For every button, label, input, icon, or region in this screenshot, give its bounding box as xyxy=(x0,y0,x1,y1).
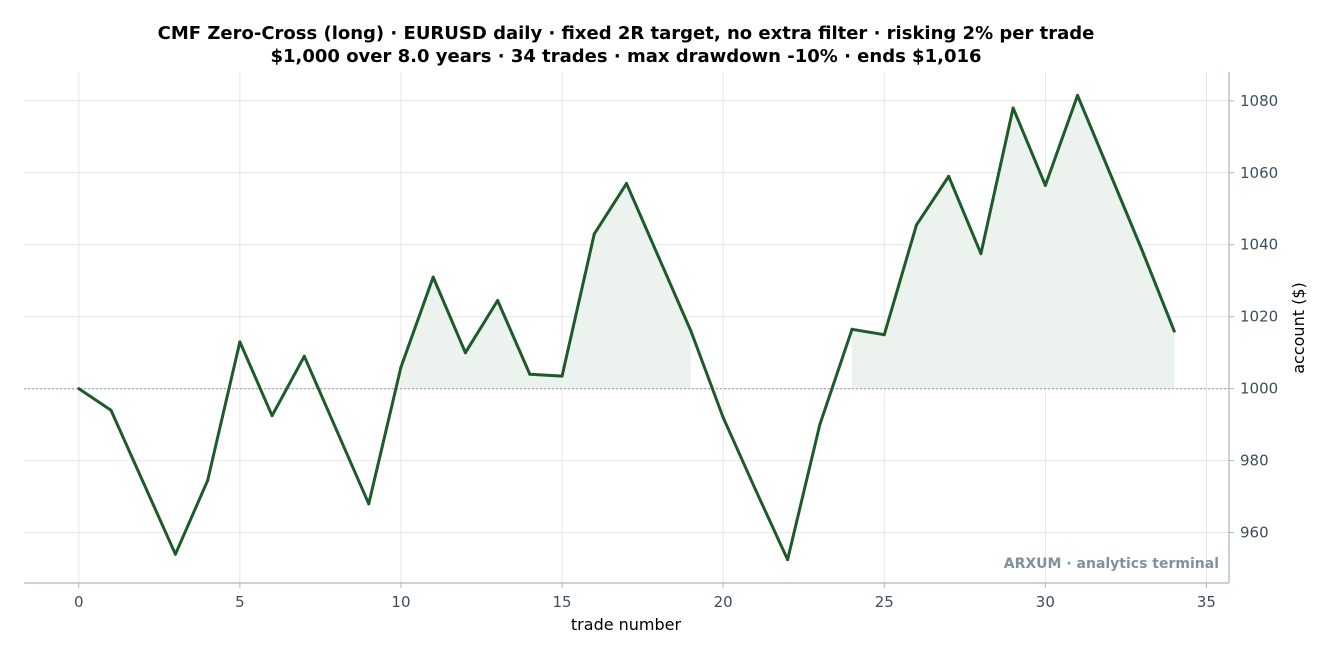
data-point xyxy=(689,329,693,333)
data-point xyxy=(1172,329,1176,333)
data-point xyxy=(1076,93,1080,97)
profit-fill-area xyxy=(400,183,691,389)
data-point xyxy=(463,351,467,355)
data-point xyxy=(625,182,628,186)
x-tick-labels: 0 5 10 15 20 25 30 35 xyxy=(74,583,1216,611)
data-point xyxy=(721,415,725,419)
data-point xyxy=(206,478,210,482)
y-tick-label: 1080 xyxy=(1240,92,1278,110)
data-point xyxy=(496,299,500,303)
x-tick-label: 15 xyxy=(553,593,572,611)
chart-subtitle: $1,000 over 8.0 years · 34 trades · max … xyxy=(270,46,981,67)
data-point xyxy=(882,333,886,337)
data-point xyxy=(141,480,145,484)
data-point xyxy=(109,408,113,412)
x-tick-label: 25 xyxy=(875,593,894,611)
data-point xyxy=(77,387,81,391)
data-point xyxy=(399,365,403,369)
data-point xyxy=(1043,183,1047,187)
y-tick-label: 1040 xyxy=(1240,236,1278,254)
x-tick-label: 0 xyxy=(74,593,84,611)
x-tick-label: 10 xyxy=(391,593,410,611)
y-tick-label: 1000 xyxy=(1240,380,1278,398)
data-point xyxy=(270,414,274,418)
data-point xyxy=(335,428,339,432)
y-tick-label: 960 xyxy=(1240,524,1269,542)
data-point xyxy=(592,232,596,236)
data-point xyxy=(238,340,242,344)
data-point xyxy=(1011,106,1015,110)
data-point xyxy=(786,558,790,562)
data-point xyxy=(947,174,951,178)
axes xyxy=(24,72,1230,584)
x-tick-label: 30 xyxy=(1036,593,1055,611)
data-points xyxy=(77,93,1176,562)
watermark: ARXUM · analytics terminal xyxy=(1004,556,1219,572)
y-tick-labels: 960 980 1000 1020 1040 1060 1080 xyxy=(1229,92,1278,542)
data-point xyxy=(657,255,661,259)
data-point xyxy=(528,372,532,376)
y-axis-label: account ($) xyxy=(1289,282,1308,374)
x-axis-label: trade number xyxy=(571,615,682,634)
y-tick-label: 980 xyxy=(1240,452,1269,470)
y-tick-label: 1060 xyxy=(1240,164,1278,182)
data-point xyxy=(1140,248,1144,252)
data-point xyxy=(302,354,306,358)
data-point xyxy=(1108,171,1112,175)
data-point xyxy=(850,327,854,331)
chart-title: CMF Zero-Cross (long) · EURUSD daily · f… xyxy=(158,23,1095,44)
data-point xyxy=(753,487,757,491)
data-point xyxy=(173,552,177,556)
profit-fill-areas xyxy=(400,95,1175,389)
data-point xyxy=(979,252,983,256)
data-point xyxy=(431,275,435,279)
data-point xyxy=(818,423,822,427)
x-tick-label: 20 xyxy=(714,593,733,611)
y-tick-label: 1020 xyxy=(1240,308,1278,326)
data-point xyxy=(560,374,564,378)
x-tick-label: 35 xyxy=(1197,593,1216,611)
x-tick-label: 5 xyxy=(235,593,245,611)
profit-fill-area xyxy=(852,95,1175,389)
data-point xyxy=(914,223,918,227)
data-point xyxy=(367,502,371,506)
